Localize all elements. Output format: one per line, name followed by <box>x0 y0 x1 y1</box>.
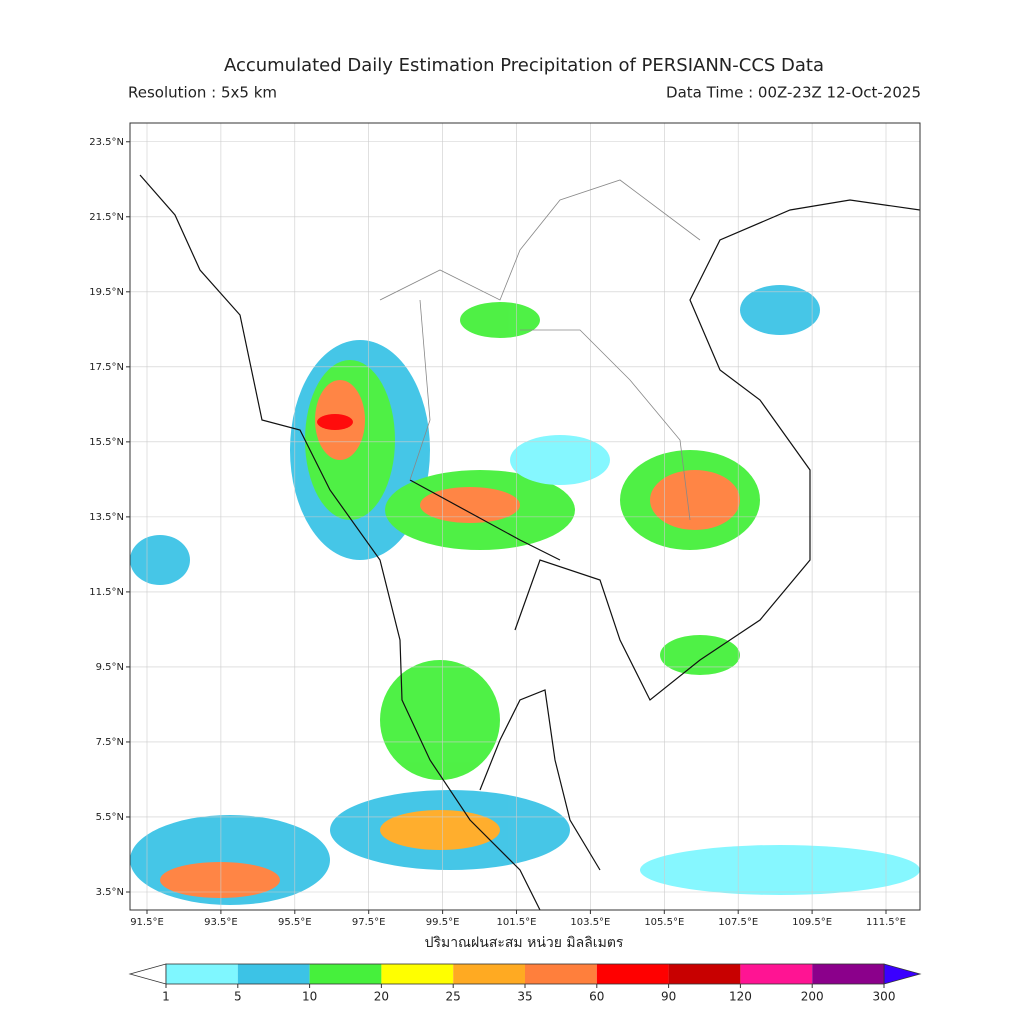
colorbar-segment <box>381 964 454 984</box>
rain-area <box>460 302 540 338</box>
colorbar-label: 90 <box>661 990 676 1004</box>
colorbar: 1 5 10 20 25 35 60 90 120 200 300 <box>128 963 922 1004</box>
rain-area <box>640 845 920 895</box>
x-tick-label: 99.5°E <box>426 917 460 928</box>
colorbar-over <box>883 963 922 985</box>
y-tick-label: 23.5°N <box>89 137 124 148</box>
x-tick-label: 107.5°E <box>718 917 758 928</box>
colorbar-segment <box>453 964 525 984</box>
y-tick-label: 5.5°N <box>96 812 124 823</box>
rain-area <box>510 435 610 485</box>
coastline <box>139 174 920 910</box>
colorbar-label: 5 <box>234 990 242 1004</box>
colorbar-segment <box>309 964 382 984</box>
colorbar-label: 1 <box>162 990 170 1004</box>
borders <box>379 179 701 521</box>
colorbar-label: 25 <box>446 990 461 1004</box>
x-tick-label: 93.5°E <box>204 917 238 928</box>
rain-area <box>740 285 820 335</box>
x-tick-label: 95.5°E <box>278 917 312 928</box>
colorbar-segment <box>668 964 741 984</box>
axis-label: ปริมาณฝนสะสม หน่วย มิลลิเมตร <box>425 935 624 951</box>
grid <box>130 123 920 910</box>
y-tick-label: 19.5°N <box>89 287 124 298</box>
x-tick-label: 91.5°E <box>130 917 164 928</box>
colorbar-label: 300 <box>873 990 896 1004</box>
y-tick-label: 7.5°N <box>96 737 124 748</box>
rain-area <box>380 660 500 780</box>
x-tick-label: 101.5°E <box>497 917 537 928</box>
rain-area <box>650 470 740 530</box>
precip-field <box>130 285 920 905</box>
x-tick-label: 109.5°E <box>792 917 832 928</box>
y-tick-label: 13.5°N <box>89 512 124 523</box>
x-tick-label: 105.5°E <box>644 917 684 928</box>
y-tick-label: 17.5°N <box>89 362 124 373</box>
rain-area <box>130 535 190 585</box>
y-tick-label: 3.5°N <box>96 887 124 898</box>
colorbar-label: 35 <box>517 990 532 1004</box>
colorbar-label: 60 <box>589 990 604 1004</box>
rain-area <box>317 414 353 430</box>
title: Accumulated Daily Estimation Precipitati… <box>224 55 824 76</box>
colorbar-label: 10 <box>302 990 317 1004</box>
rain-area <box>380 810 500 850</box>
rain-area <box>660 635 740 675</box>
colorbar-label: 200 <box>801 990 824 1004</box>
colorbar-segment <box>740 964 813 984</box>
data-time: Data Time : 00Z-23Z 12-Oct-2025 <box>666 84 921 102</box>
colorbar-segment <box>812 964 884 984</box>
colorbar-segment <box>166 964 238 984</box>
colorbar-under <box>128 963 167 985</box>
y-tick-label: 11.5°N <box>89 587 124 598</box>
rain-area <box>160 862 280 898</box>
x-tick-label: 97.5°E <box>352 917 386 928</box>
map <box>130 123 920 910</box>
resolution: Resolution : 5x5 km <box>128 84 277 102</box>
rain-area <box>420 487 520 523</box>
x-tick-label: 111.5°E <box>866 917 906 928</box>
y-tick-label: 9.5°N <box>96 662 124 673</box>
y-tick-label: 15.5°N <box>89 437 124 448</box>
colorbar-segment <box>596 964 669 984</box>
ticks: 91.5°E 93.5°E 95.5°E 97.5°E 99.5°E 101.5°E 103… <box>89 137 906 928</box>
colorbar-label: 120 <box>729 990 752 1004</box>
x-tick-label: 103.5°E <box>570 917 610 928</box>
colorbar-segment <box>237 964 310 984</box>
y-tick-label: 21.5°N <box>89 212 124 223</box>
colorbar-segment <box>525 964 597 984</box>
colorbar-label: 20 <box>374 990 389 1004</box>
